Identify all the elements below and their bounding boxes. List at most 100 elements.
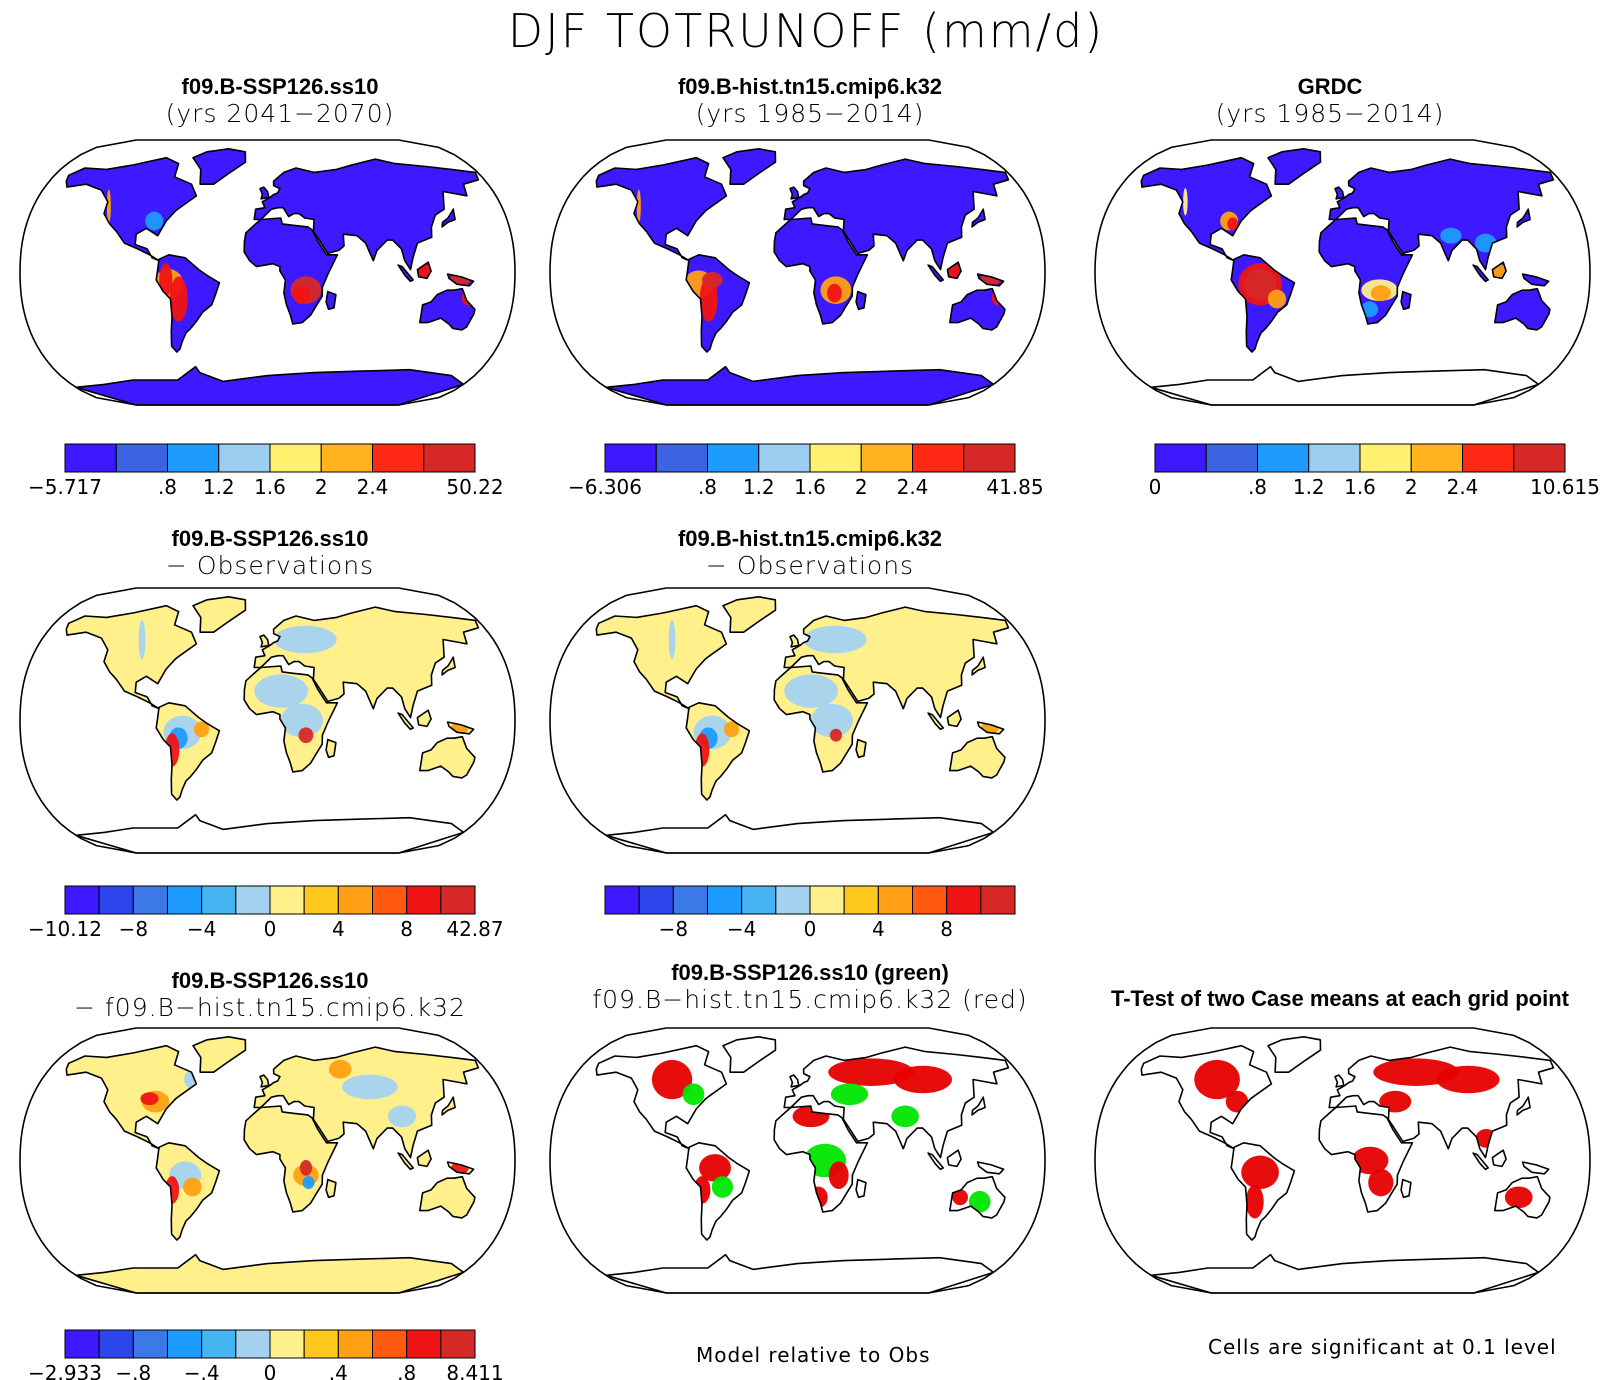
coastline-sumatra	[1472, 264, 1489, 283]
colorbar-swatch	[98, 885, 134, 915]
colorbar-swatch	[372, 443, 425, 473]
coastline-antarctica	[75, 813, 465, 854]
coastline-greenland	[722, 148, 777, 185]
coastline-madagascar	[855, 738, 867, 759]
field-blob	[169, 276, 188, 322]
field-blob	[682, 1083, 705, 1106]
field-blob	[1183, 188, 1188, 216]
field-blob	[280, 703, 324, 738]
coastline-south-america	[685, 254, 751, 353]
continent-madagascar	[326, 739, 336, 758]
coastline-australia	[949, 287, 1006, 331]
coastline-north-america	[65, 1044, 198, 1150]
coastline-south-america	[155, 1142, 221, 1241]
colorbar-swatch	[604, 443, 657, 473]
field-blob	[106, 189, 111, 223]
field-blob	[893, 1065, 952, 1094]
coastline-japan	[1516, 1096, 1531, 1116]
coastline-greenland	[192, 1036, 247, 1073]
map-panel-ssp126-minus-obs	[19, 587, 516, 854]
coastline-borneo	[946, 261, 962, 280]
colorbar-tick-label: .4	[329, 1361, 348, 1380]
continent-eurasia	[254, 159, 479, 270]
coastline-antarctica	[75, 1253, 465, 1294]
colorbar-tick-label: .8	[698, 475, 717, 499]
continent-madagascar	[1401, 291, 1411, 310]
panel-title-line1: GRDC	[1297, 74, 1363, 99]
coastline-antarctica	[605, 813, 995, 854]
map-border	[549, 587, 1046, 854]
colorbar-swatch	[1154, 443, 1207, 473]
colorbar-swatch	[132, 885, 169, 915]
colorbar-swatch	[303, 1329, 339, 1359]
coastline-africa	[1318, 217, 1414, 325]
continent-antarctica	[75, 814, 464, 853]
colorbar-tick-label: 1.6	[254, 475, 286, 499]
continent-greenland	[723, 1036, 776, 1073]
coastline-eurasia	[1328, 1046, 1555, 1159]
colorbar-grdc: 0 .8 1.2 1.6 2 2.4 10.615	[1149, 443, 1600, 499]
field-blob	[298, 727, 314, 744]
coastline-japan	[971, 1096, 986, 1116]
coastline-antarctica	[1150, 365, 1540, 406]
coastline-australia	[419, 1175, 476, 1219]
map-panel-ttest	[1094, 1027, 1591, 1294]
colorbar-tick-label: 1.2	[203, 475, 235, 499]
colorbar-swatch	[809, 443, 862, 473]
coastline-eurasia	[783, 1046, 1010, 1159]
panel-title-p4: f09.B-SSP126.ss10 − Observations	[30, 528, 510, 579]
continent-greenland	[193, 1036, 246, 1073]
colorbar-swatch	[372, 885, 408, 915]
coastline-japan	[971, 208, 986, 228]
field-blob	[1440, 227, 1462, 244]
continent-eurasia	[784, 159, 1009, 270]
coastline-new-guinea	[446, 1161, 475, 1175]
continent-north-america	[596, 605, 727, 709]
continent-madagascar	[326, 1179, 336, 1198]
coastline-madagascar	[325, 1178, 337, 1199]
panel-title-line2: − f09.B−hist.tn15.cmip6.k32	[74, 993, 466, 1022]
colorbar-tick-label: −.4	[184, 1361, 220, 1380]
colorbar-tick-label: 2.4	[1447, 475, 1479, 499]
panel-title-line2: (yrs 1985−2014)	[695, 99, 925, 128]
coastline-south-america	[685, 1142, 751, 1241]
field-blob	[830, 1083, 869, 1106]
coastline-borneo	[1491, 1149, 1507, 1168]
coastline-eurasia	[253, 158, 480, 271]
colorbar-tick-label: 8	[400, 917, 413, 941]
coastline-madagascar	[1400, 1178, 1412, 1199]
colorbar-swatch	[235, 1329, 271, 1359]
panel-title-line2: − Observations	[705, 551, 915, 580]
continent-north-america	[66, 605, 197, 709]
coastline-north-america	[1140, 156, 1273, 262]
coastline-eurasia	[1328, 158, 1555, 271]
continent-sumatra	[928, 713, 944, 730]
coastline-north-america	[65, 156, 198, 262]
colorbar-swatch	[672, 885, 709, 915]
colorbar-tick-label: 1.2	[743, 475, 775, 499]
field-blob	[1227, 217, 1239, 231]
field-blob	[140, 1092, 159, 1106]
coastline-australia	[949, 735, 1006, 779]
continent-antarctica	[75, 1254, 464, 1293]
panel-title-line1: f09.B-SSP126.ss10 (green)	[671, 960, 949, 985]
continent-borneo	[417, 1150, 432, 1167]
coastline-antarctica	[1150, 1253, 1540, 1294]
field-blob	[388, 1105, 417, 1128]
continent-greenland	[723, 596, 776, 633]
colorbar-swatch	[235, 885, 271, 915]
coastline-greenland	[1267, 1036, 1322, 1073]
coastline-north-america	[595, 156, 728, 262]
colorbar-swatch	[372, 1329, 408, 1359]
coastline-africa	[773, 217, 869, 325]
colorbar-swatch	[201, 1329, 237, 1359]
map-border	[549, 1027, 1046, 1294]
colorbar-tick-label: .8	[397, 1361, 416, 1380]
coastline-africa	[1318, 1105, 1414, 1213]
coastline-eurasia	[253, 1046, 480, 1159]
colorbar-swatch	[64, 885, 100, 915]
coastline-greenland	[192, 596, 247, 633]
map-border	[19, 139, 516, 406]
map-panel-ssp126	[19, 139, 516, 406]
continent-sumatra	[1473, 1153, 1489, 1170]
